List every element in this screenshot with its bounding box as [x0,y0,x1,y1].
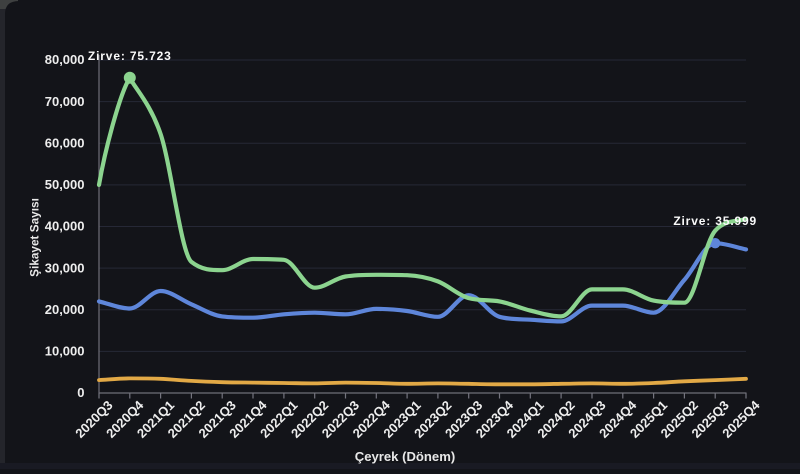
svg-text:60,000: 60,000 [45,136,85,151]
svg-text:40,000: 40,000 [45,219,85,234]
svg-text:0: 0 [77,385,84,400]
svg-text:50,000: 50,000 [45,177,85,192]
svg-text:Çeyrek (Dönem): Çeyrek (Dönem) [355,449,455,464]
svg-text:20,000: 20,000 [45,302,85,317]
svg-text:10,000: 10,000 [45,344,85,359]
svg-text:Zirve: 35.999: Zirve: 35.999 [673,214,757,228]
svg-text:70,000: 70,000 [45,94,85,109]
svg-text:Şikayet Sayısı: Şikayet Sayısı [28,198,42,277]
svg-text:Zirve: 75.723: Zirve: 75.723 [88,49,172,63]
svg-text:80,000: 80,000 [45,52,85,67]
svg-text:30,000: 30,000 [45,260,85,275]
